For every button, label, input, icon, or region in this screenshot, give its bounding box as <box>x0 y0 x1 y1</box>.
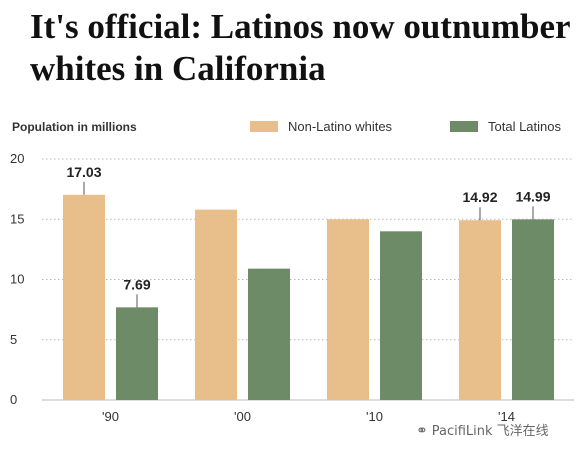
data-label: 17.03 <box>66 164 101 180</box>
y-tick-label: 5 <box>10 332 17 347</box>
bar <box>248 268 290 400</box>
bar <box>459 220 501 400</box>
legend: Non-Latino whites Total Latinos <box>250 119 561 134</box>
x-tick-label: '10 <box>366 409 383 424</box>
headline: It's official: Latinos now outnumber whi… <box>30 7 570 88</box>
wechat-icon: ⚭ <box>416 423 428 439</box>
x-tick-label: '90 <box>102 409 119 424</box>
legend-label: Non-Latino whites <box>288 119 393 134</box>
y-tick-label: 10 <box>10 272 24 287</box>
y-axis-title: Population in millions <box>12 120 137 134</box>
bar <box>63 194 105 400</box>
legend-label: Total Latinos <box>488 119 561 134</box>
data-label: 7.69 <box>123 276 150 292</box>
bar <box>380 231 422 400</box>
x-axis-ticks: '90 '00 '10 '14 <box>102 409 515 424</box>
legend-swatch <box>250 121 278 132</box>
watermark-text: PacifiLink 飞洋在线 <box>431 424 549 439</box>
data-label: 14.92 <box>462 189 497 205</box>
y-tick-label: 15 <box>10 211 24 226</box>
data-labels: 17.03 7.69 14.92 14.99 <box>66 164 551 308</box>
bar <box>327 219 369 400</box>
bar <box>512 219 554 400</box>
y-tick-label: 0 <box>10 392 17 407</box>
bars <box>63 194 554 400</box>
watermark: ⚭ PacifiLink 飞洋在线 <box>416 420 549 439</box>
data-label: 14.99 <box>515 188 550 204</box>
y-axis-ticks: 0 5 10 15 20 <box>10 151 24 407</box>
x-tick-label: '00 <box>234 409 251 424</box>
x-tick-label: '14 <box>498 409 515 424</box>
bar <box>116 307 158 400</box>
legend-swatch <box>450 121 478 132</box>
bar <box>195 209 237 400</box>
y-tick-label: 20 <box>10 151 24 166</box>
